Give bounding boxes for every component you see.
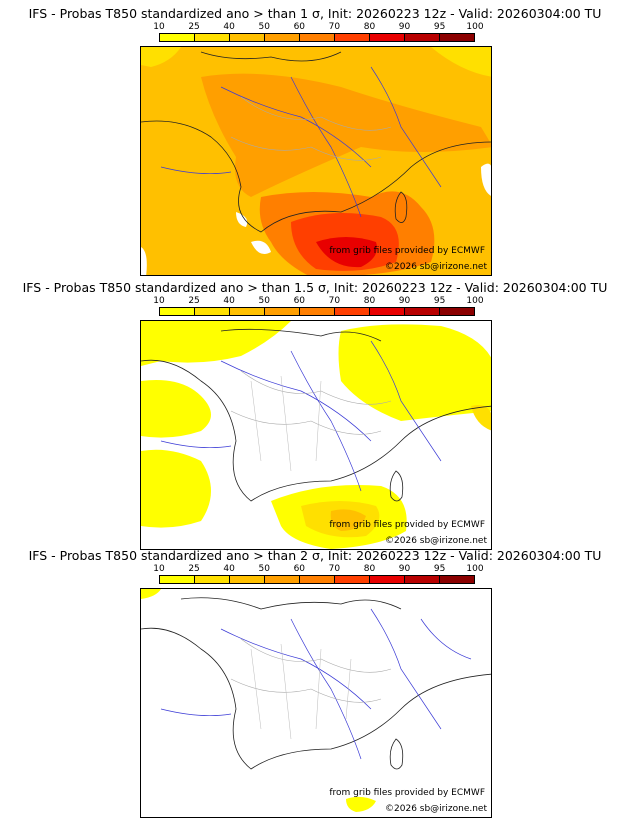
colorbar-swatch <box>300 576 335 583</box>
colorbar-ticks: 10 25 40 50 60 70 80 90 95 100 <box>153 296 483 306</box>
colorbar-tick: 25 <box>188 22 200 32</box>
credit-source: from grib files provided by ECMWF <box>329 246 485 256</box>
panel-title: IFS - Probas T850 standardized ano > tha… <box>28 6 602 21</box>
probability-map[interactable]: from grib files provided by ECMWF ©2026 … <box>140 588 492 818</box>
colorbar-tick: 40 <box>223 564 235 574</box>
colorbar-tick: 25 <box>188 296 200 306</box>
colorbar-swatch <box>265 34 300 41</box>
colorbar-tick: 50 <box>258 22 270 32</box>
colorbar-ticks: 10 25 40 50 60 70 80 90 95 100 <box>153 22 483 32</box>
map-graphic <box>141 589 491 817</box>
colorbar <box>159 33 475 42</box>
colorbar-tick: 10 <box>153 296 165 306</box>
colorbar-tick: 10 <box>153 22 165 32</box>
colorbar-swatch <box>440 308 474 315</box>
panel-title: IFS - Probas T850 standardized ano > tha… <box>22 280 608 295</box>
credit-copyright: ©2026 sb@irizone.net <box>385 804 487 814</box>
colorbar-tick: 70 <box>328 22 341 32</box>
colorbar-swatch <box>300 308 335 315</box>
colorbar-tick: 80 <box>363 564 376 574</box>
colorbar-swatch <box>195 576 230 583</box>
colorbar-swatch <box>160 34 195 41</box>
colorbar-swatch <box>370 34 405 41</box>
colorbar-swatch <box>230 576 265 583</box>
map-graphic <box>141 321 491 549</box>
colorbar-swatch <box>405 576 440 583</box>
colorbar-swatch <box>265 576 300 583</box>
colorbar-swatch <box>370 576 405 583</box>
colorbar-tick: 100 <box>466 22 484 32</box>
colorbar-swatch <box>160 308 195 315</box>
colorbar-tick: 80 <box>363 22 376 32</box>
colorbar-tick: 95 <box>433 22 446 32</box>
colorbar-swatch <box>265 308 300 315</box>
colorbar-swatch <box>195 308 230 315</box>
panel-1-sigma: IFS - Probas T850 standardized ano > tha… <box>0 6 630 276</box>
colorbar-tick: 95 <box>433 296 446 306</box>
colorbar-ticks: 10 25 40 50 60 70 80 90 95 100 <box>153 564 483 574</box>
credit-copyright: ©2026 sb@irizone.net <box>385 536 487 546</box>
colorbar-swatch <box>440 576 474 583</box>
colorbar-swatch <box>405 308 440 315</box>
colorbar-tick: 90 <box>398 22 411 32</box>
colorbar-tick: 90 <box>398 564 411 574</box>
colorbar-swatch <box>405 34 440 41</box>
colorbar-tick: 70 <box>328 296 341 306</box>
colorbar <box>159 307 475 316</box>
colorbar-tick: 10 <box>153 564 165 574</box>
probability-map[interactable]: from grib files provided by ECMWF ©2026 … <box>140 320 492 550</box>
colorbar <box>159 575 475 584</box>
credit-source: from grib files provided by ECMWF <box>329 788 485 798</box>
colorbar-tick: 95 <box>433 564 446 574</box>
colorbar-tick: 50 <box>258 564 270 574</box>
colorbar-swatch <box>440 34 474 41</box>
colorbar-tick: 60 <box>293 296 306 306</box>
colorbar-swatch <box>195 34 230 41</box>
credit-copyright: ©2026 sb@irizone.net <box>385 262 487 272</box>
colorbar-swatch <box>230 34 265 41</box>
colorbar-swatch <box>160 576 195 583</box>
map-graphic <box>141 47 491 275</box>
panel-title: IFS - Probas T850 standardized ano > tha… <box>28 548 602 563</box>
colorbar-tick: 80 <box>363 296 376 306</box>
panel-2-sigma: IFS - Probas T850 standardized ano > tha… <box>0 548 630 818</box>
panel-1-5-sigma: IFS - Probas T850 standardized ano > tha… <box>0 280 630 550</box>
colorbar-swatch <box>370 308 405 315</box>
colorbar-swatch <box>230 308 265 315</box>
colorbar-tick: 90 <box>398 296 411 306</box>
colorbar-tick: 70 <box>328 564 341 574</box>
colorbar-tick: 40 <box>223 22 235 32</box>
colorbar-swatch <box>335 576 370 583</box>
colorbar-tick: 100 <box>466 296 484 306</box>
colorbar-tick: 100 <box>466 564 484 574</box>
colorbar-tick: 40 <box>223 296 235 306</box>
credit-source: from grib files provided by ECMWF <box>329 520 485 530</box>
colorbar-tick: 60 <box>293 22 306 32</box>
colorbar-tick: 25 <box>188 564 200 574</box>
probability-map[interactable]: from grib files provided by ECMWF ©2026 … <box>140 46 492 276</box>
colorbar-swatch <box>335 34 370 41</box>
colorbar-swatch <box>300 34 335 41</box>
colorbar-tick: 60 <box>293 564 306 574</box>
colorbar-tick: 50 <box>258 296 270 306</box>
colorbar-swatch <box>335 308 370 315</box>
